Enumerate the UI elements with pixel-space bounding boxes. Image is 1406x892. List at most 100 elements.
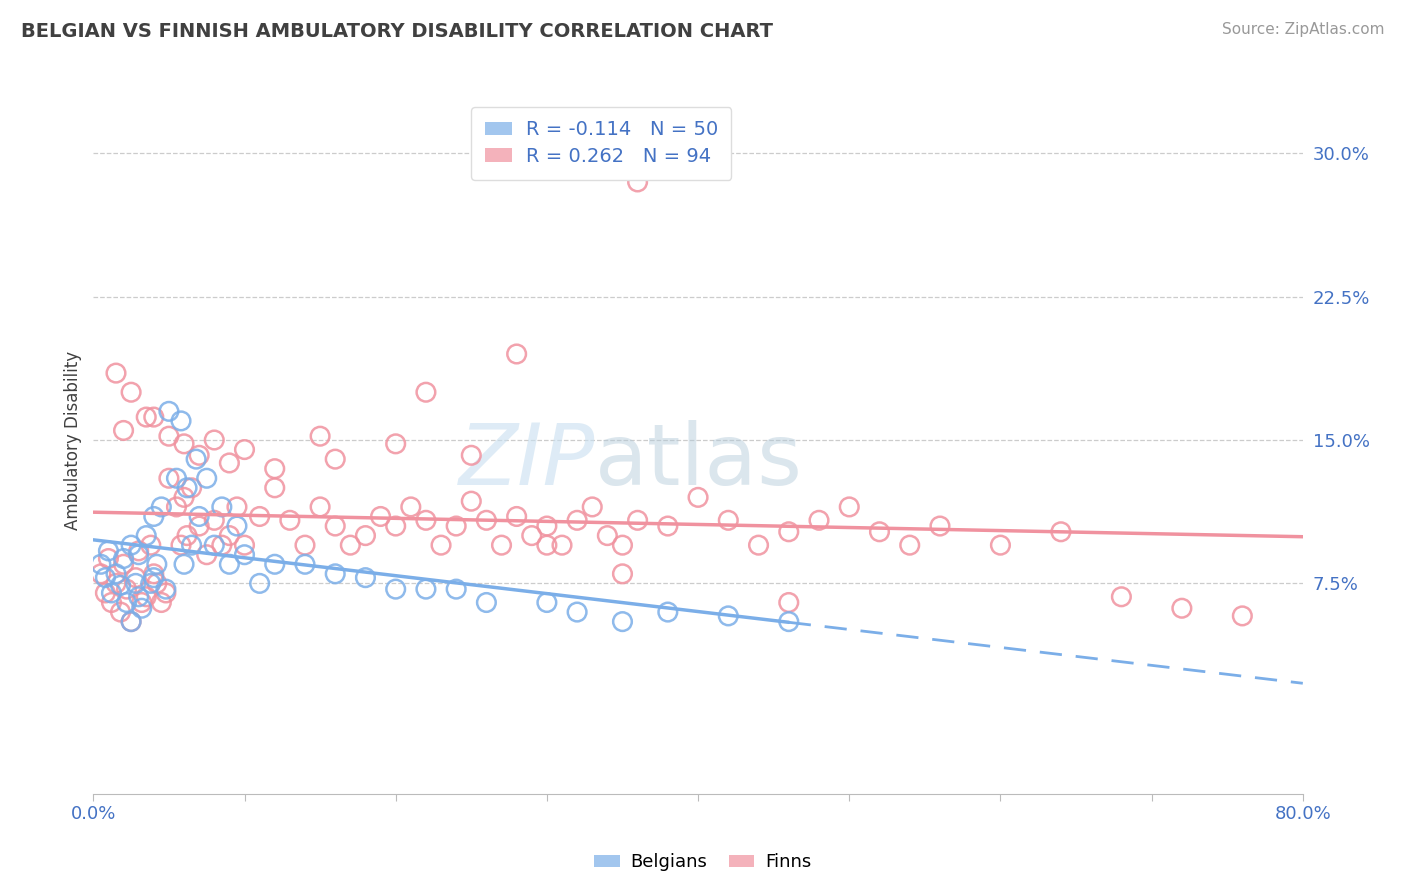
- Point: [128, 548, 150, 562]
- Point: [115, 595, 138, 609]
- Point: [135, 528, 157, 542]
- Point: [778, 595, 800, 609]
- Point: [520, 528, 543, 542]
- Point: [105, 366, 128, 380]
- Point: [195, 548, 218, 562]
- Point: [188, 509, 211, 524]
- Point: [430, 538, 453, 552]
- Point: [838, 500, 860, 514]
- Text: ZIP: ZIP: [458, 420, 595, 503]
- Point: [657, 605, 679, 619]
- Point: [124, 571, 146, 585]
- Point: [384, 519, 406, 533]
- Point: [309, 429, 332, 443]
- Point: [155, 582, 177, 596]
- Y-axis label: Ambulatory Disability: Ambulatory Disability: [65, 351, 82, 530]
- Point: [97, 544, 120, 558]
- Point: [415, 582, 437, 596]
- Point: [294, 558, 316, 572]
- Point: [475, 513, 498, 527]
- Point: [399, 500, 422, 514]
- Point: [551, 538, 574, 552]
- Point: [202, 513, 225, 527]
- Point: [173, 558, 195, 572]
- Point: [263, 461, 285, 475]
- Point: [233, 548, 256, 562]
- Point: [157, 404, 180, 418]
- Point: [105, 566, 128, 581]
- Point: [233, 442, 256, 457]
- Point: [110, 605, 132, 619]
- Point: [94, 586, 117, 600]
- Point: [1232, 608, 1254, 623]
- Point: [309, 500, 332, 514]
- Point: [384, 437, 406, 451]
- Point: [717, 513, 740, 527]
- Point: [142, 566, 165, 581]
- Point: [717, 608, 740, 623]
- Point: [150, 500, 173, 514]
- Point: [565, 513, 588, 527]
- Point: [249, 509, 271, 524]
- Point: [100, 595, 122, 609]
- Point: [90, 558, 112, 572]
- Point: [188, 519, 211, 533]
- Point: [778, 524, 800, 539]
- Point: [929, 519, 952, 533]
- Point: [180, 538, 202, 552]
- Point: [233, 538, 256, 552]
- Point: [157, 471, 180, 485]
- Point: [142, 571, 165, 585]
- Point: [323, 566, 346, 581]
- Point: [294, 538, 316, 552]
- Point: [105, 576, 128, 591]
- Point: [150, 595, 173, 609]
- Point: [202, 433, 225, 447]
- Point: [263, 558, 285, 572]
- Point: [211, 500, 233, 514]
- Point: [626, 513, 648, 527]
- Point: [778, 615, 800, 629]
- Point: [1111, 590, 1133, 604]
- Point: [120, 385, 142, 400]
- Point: [444, 582, 467, 596]
- Point: [536, 595, 558, 609]
- Point: [323, 452, 346, 467]
- Point: [124, 576, 146, 591]
- Point: [157, 429, 180, 443]
- Point: [120, 615, 142, 629]
- Point: [135, 590, 157, 604]
- Point: [218, 456, 240, 470]
- Point: [263, 481, 285, 495]
- Point: [990, 538, 1012, 552]
- Point: [444, 519, 467, 533]
- Point: [581, 500, 603, 514]
- Point: [415, 385, 437, 400]
- Point: [188, 448, 211, 462]
- Point: [323, 519, 346, 533]
- Text: BELGIAN VS FINNISH AMBULATORY DISABILITY CORRELATION CHART: BELGIAN VS FINNISH AMBULATORY DISABILITY…: [21, 22, 773, 41]
- Point: [94, 571, 117, 585]
- Point: [869, 524, 891, 539]
- Point: [170, 538, 193, 552]
- Point: [686, 491, 709, 505]
- Point: [748, 538, 770, 552]
- Point: [112, 558, 135, 572]
- Point: [370, 509, 392, 524]
- Point: [505, 347, 527, 361]
- Legend: R = -0.114   N = 50, R = 0.262   N = 94: R = -0.114 N = 50, R = 0.262 N = 94: [471, 107, 731, 179]
- Point: [115, 582, 138, 596]
- Point: [226, 519, 249, 533]
- Point: [112, 424, 135, 438]
- Point: [596, 528, 619, 542]
- Point: [176, 528, 198, 542]
- Point: [142, 509, 165, 524]
- Point: [1171, 601, 1194, 615]
- Point: [536, 538, 558, 552]
- Point: [505, 509, 527, 524]
- Point: [97, 551, 120, 566]
- Text: atlas: atlas: [595, 420, 803, 503]
- Point: [173, 491, 195, 505]
- Point: [166, 500, 188, 514]
- Point: [135, 410, 157, 425]
